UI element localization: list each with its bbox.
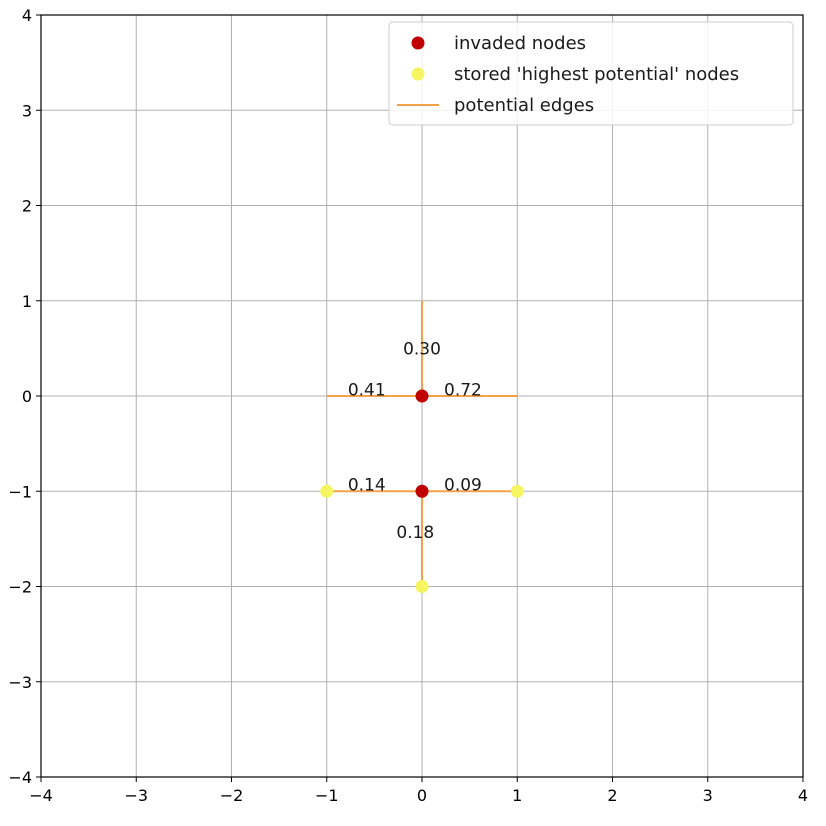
legend-marker xyxy=(411,67,425,81)
edge-weight-label: 0.72 xyxy=(444,380,482,400)
y-tick-label: 1 xyxy=(22,292,32,311)
x-tick-label: −2 xyxy=(220,786,244,805)
invaded-node xyxy=(415,389,429,403)
x-tick-label: 2 xyxy=(607,786,617,805)
edge-labels: 0.30 0.41 0.72 0.14 0.09 0.18 xyxy=(348,339,482,543)
x-tick-label: 4 xyxy=(798,786,808,805)
invaded-node xyxy=(415,484,429,498)
potential-edges xyxy=(326,300,518,587)
edge-weight-label: 0.14 xyxy=(348,476,386,496)
stored-node xyxy=(320,484,334,498)
y-tick-label: −2 xyxy=(8,578,32,597)
stored-node xyxy=(415,580,429,593)
y-tick-label: −3 xyxy=(8,673,32,692)
edge-weight-label: 0.18 xyxy=(396,523,434,543)
x-tick-label: 3 xyxy=(703,786,713,805)
legend-entry-label: invaded nodes xyxy=(454,33,586,54)
legend: invaded nodes stored 'highest potential' … xyxy=(388,21,794,126)
y-tick-label: 4 xyxy=(22,6,32,25)
y-tick-label: 3 xyxy=(22,101,32,120)
stored-node xyxy=(510,484,524,498)
edge-weight-label: 0.30 xyxy=(403,339,441,359)
y-tick-label: −1 xyxy=(8,482,32,501)
x-tick-label: −3 xyxy=(124,786,148,805)
x-tick-label: −1 xyxy=(315,786,339,805)
axis-ticks: −4 −3 −2 −1 0 1 2 3 4 −4 −3 −2 −1 0 1 2 3 4 xyxy=(8,6,808,805)
y-tick-label: 0 xyxy=(22,387,32,406)
legend-entry-label: stored 'highest potential' nodes xyxy=(454,64,739,85)
nodes xyxy=(320,389,524,593)
legend-entry-label: potential edges xyxy=(454,95,594,116)
y-tick-label: −4 xyxy=(8,768,32,787)
x-tick-label: 1 xyxy=(512,786,522,805)
legend-marker xyxy=(411,36,425,50)
legend-box xyxy=(388,21,794,126)
edge-weight-label: 0.09 xyxy=(444,476,482,496)
y-tick-label: 2 xyxy=(22,197,32,216)
edge-weight-label: 0.41 xyxy=(348,380,386,400)
x-tick-label: −4 xyxy=(29,786,53,805)
x-tick-label: 0 xyxy=(417,786,427,805)
